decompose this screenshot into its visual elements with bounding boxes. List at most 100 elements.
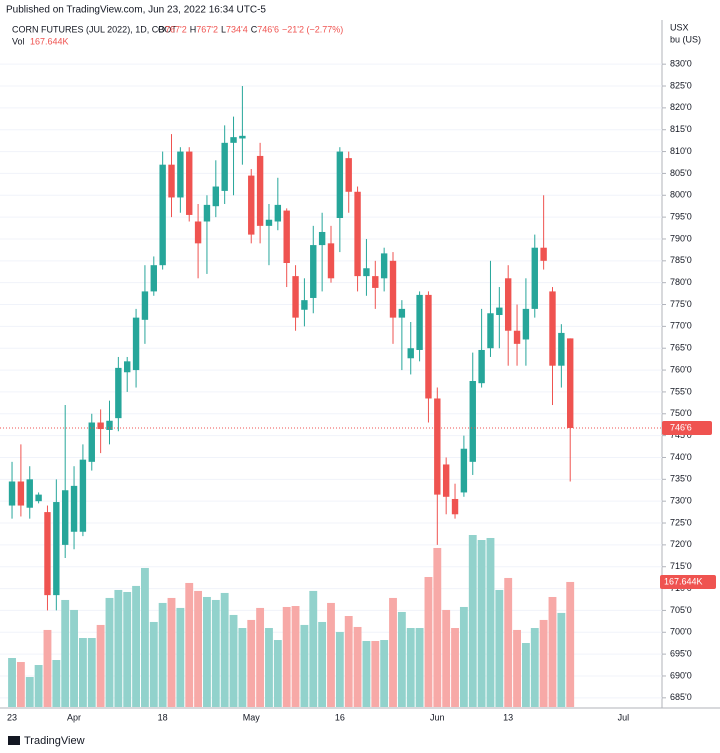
last-price-tag: [662, 420, 712, 435]
volume-bar: [229, 614, 238, 707]
volume-bar: [318, 621, 327, 707]
candle-body: [354, 191, 361, 277]
candle-body: [451, 498, 459, 515]
last-volume-tag: [660, 574, 716, 589]
volume-bar: [353, 626, 362, 707]
volume-bar: [397, 611, 406, 707]
candle-body: [363, 268, 370, 277]
candle-body: [97, 422, 104, 430]
candle-body: [132, 317, 140, 371]
volume-bar: [335, 631, 344, 707]
candle-body: [61, 490, 69, 545]
y-tick-label: 735'0: [670, 474, 692, 484]
volume-bar: [149, 621, 158, 707]
candle-body: [141, 291, 149, 320]
volume-bar: [566, 581, 575, 707]
volume-bar: [158, 602, 167, 707]
candle-body: [567, 338, 574, 428]
candle-body: [292, 276, 299, 318]
x-tick-label: Jul: [618, 712, 630, 722]
volume-bar: [282, 606, 291, 707]
legend-value: 734'4: [226, 24, 248, 34]
volume-bar: [468, 535, 477, 707]
candle-body: [203, 204, 211, 222]
candle-body: [310, 245, 317, 298]
candle-body: [115, 367, 122, 419]
y-tick-label: 730'0: [670, 496, 692, 506]
x-tick-label: 13: [503, 712, 513, 722]
unit-label: bu (US): [670, 34, 701, 44]
y-tick-label: 830'0: [670, 59, 692, 69]
candle-body: [389, 260, 397, 318]
y-tick-label: 695'0: [670, 648, 692, 658]
legend-key: C: [251, 24, 258, 34]
volume-bar: [273, 640, 282, 707]
candle-body: [336, 151, 344, 218]
candle-body: [221, 142, 228, 191]
volume-bar: [114, 589, 123, 707]
candle-body: [168, 164, 175, 198]
volume-bar: [265, 628, 273, 707]
volume-bar: [78, 638, 87, 707]
y-tick-label: 815'0: [670, 124, 692, 134]
volume-bar: [52, 660, 61, 707]
volume-bar: [327, 602, 335, 707]
volume-bar: [123, 591, 132, 707]
candle-body: [496, 307, 503, 316]
candle-body: [540, 247, 547, 261]
volume-bar: [43, 629, 52, 707]
logo-mark: [8, 736, 20, 745]
volume-name: Vol: [12, 36, 25, 46]
y-tick-label: 750'0: [670, 408, 692, 418]
volume-bar: [87, 638, 96, 707]
y-tick-label: 805'0: [670, 168, 692, 178]
volume-bar: [530, 628, 539, 707]
candle-body: [425, 294, 432, 399]
y-tick-label: 820'0: [670, 102, 692, 112]
legend-key: H: [190, 24, 197, 34]
x-tick-label: Jun: [430, 712, 445, 722]
volume-bar: [433, 547, 442, 707]
candle-body: [239, 135, 246, 139]
volume-bar: [34, 665, 43, 707]
y-tick-label: 715'0: [670, 561, 692, 571]
candle-body: [558, 332, 565, 366]
volume-bar: [548, 596, 557, 707]
legend-value: 767'2: [165, 24, 187, 34]
y-tick-label: 770'0: [670, 321, 692, 331]
candle-body: [44, 512, 51, 596]
candle-body: [194, 221, 202, 244]
candle-body: [380, 253, 388, 279]
footer-logo: TradingView: [8, 735, 85, 747]
y-tick-label: 765'0: [670, 343, 692, 353]
candle-body: [345, 158, 352, 192]
candle-body: [318, 231, 326, 246]
candle-body: [398, 308, 406, 318]
candle-body: [442, 464, 450, 497]
y-tick-label: 740'0: [670, 452, 692, 462]
y-tick-label: 705'0: [670, 605, 692, 615]
candle-body: [53, 502, 60, 596]
y-tick-label: 775'0: [670, 299, 692, 309]
candle-body: [248, 175, 255, 235]
unit-label: USX: [670, 22, 689, 32]
candle-body: [522, 308, 530, 340]
candle-body: [150, 265, 157, 292]
y-tick-label: 690'0: [670, 670, 692, 680]
volume-bar: [8, 657, 16, 707]
volume-bar: [495, 589, 504, 707]
candle-body: [274, 204, 282, 222]
candle-body: [70, 485, 78, 532]
candle-body: [17, 481, 25, 506]
y-tick-label: 760'0: [670, 364, 692, 374]
candle-body: [301, 300, 308, 310]
legend-value: 746'6: [257, 24, 279, 34]
x-tick-label: May: [243, 712, 261, 722]
volume-bar: [141, 567, 149, 707]
volume-bar: [380, 640, 389, 707]
volume-bar: [459, 606, 468, 707]
volume-bar: [105, 597, 114, 707]
volume-bar: [362, 640, 371, 707]
x-tick-label: 16: [335, 712, 345, 722]
